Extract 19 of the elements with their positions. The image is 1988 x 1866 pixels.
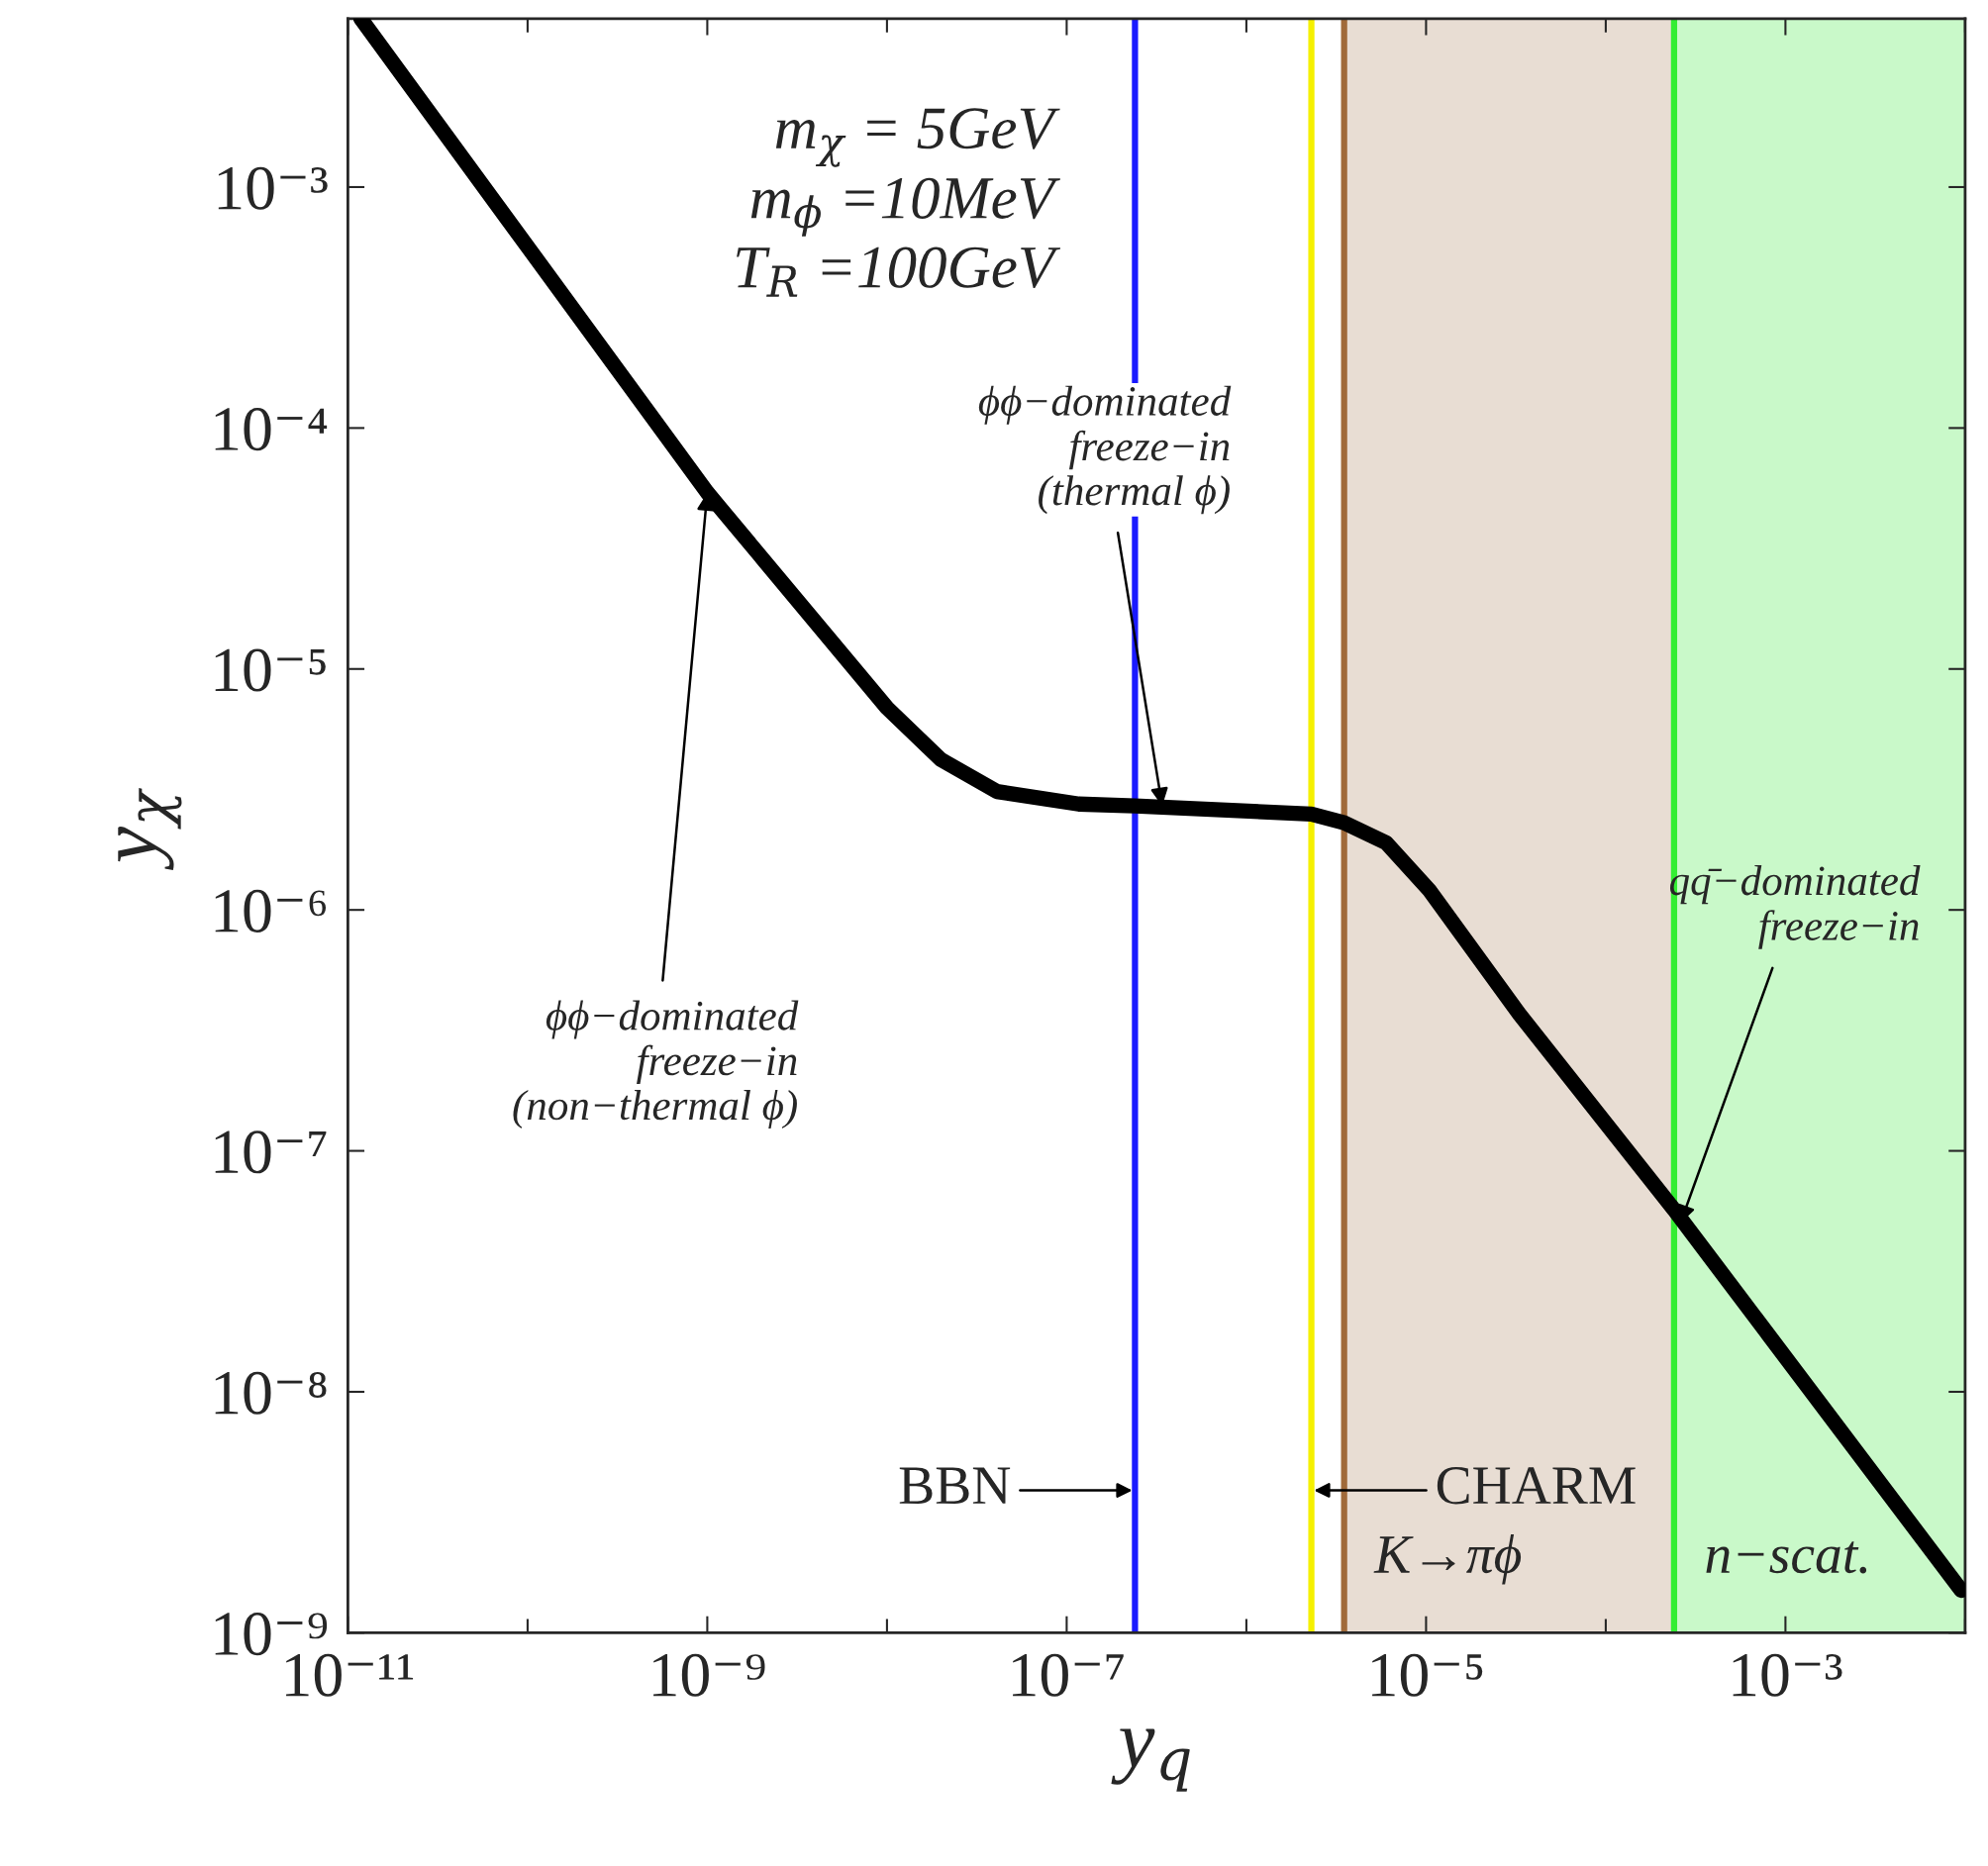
band-label: n−scat. <box>1706 1541 1867 1574</box>
x-axis-title: y$_{q}$ <box>1111 1728 1190 1792</box>
annotation: ϕϕ−dominated freeze−in (thermal ϕ) <box>978 385 1232 515</box>
x-tick-label: 10⁻³ <box>1733 1653 1842 1697</box>
y-tick-label: 10⁻⁷ <box>215 1130 327 1174</box>
y-tick-label: 10⁻⁵ <box>215 648 326 692</box>
x-tick-label: 10⁻⁷ <box>1013 1653 1124 1697</box>
x-tick-label: 10⁻⁵ <box>1372 1653 1483 1697</box>
y-tick-label: 10⁻⁴ <box>215 408 328 451</box>
y-tick-label: 10⁻⁶ <box>215 889 327 933</box>
y-tick-label: 10⁻⁸ <box>215 1371 327 1415</box>
annotation: ϕϕ−dominated freeze−in (non−thermal ϕ) <box>513 1000 799 1129</box>
band-label: K→πϕ <box>1373 1534 1522 1585</box>
ref-line-label: CHARM <box>1437 1467 1636 1505</box>
x-tick-label: 10⁻⁹ <box>653 1653 765 1697</box>
y-axis-title: y$_{χ}$ <box>118 788 182 870</box>
y-tick-label: 10⁻³ <box>218 166 328 210</box>
text: m$_{χ}$ = 5GeV m$_{ϕ}$ =10MeV T$_{R}$ =100GeV <box>737 108 1061 297</box>
ref-line-label: BBN <box>899 1467 1011 1505</box>
